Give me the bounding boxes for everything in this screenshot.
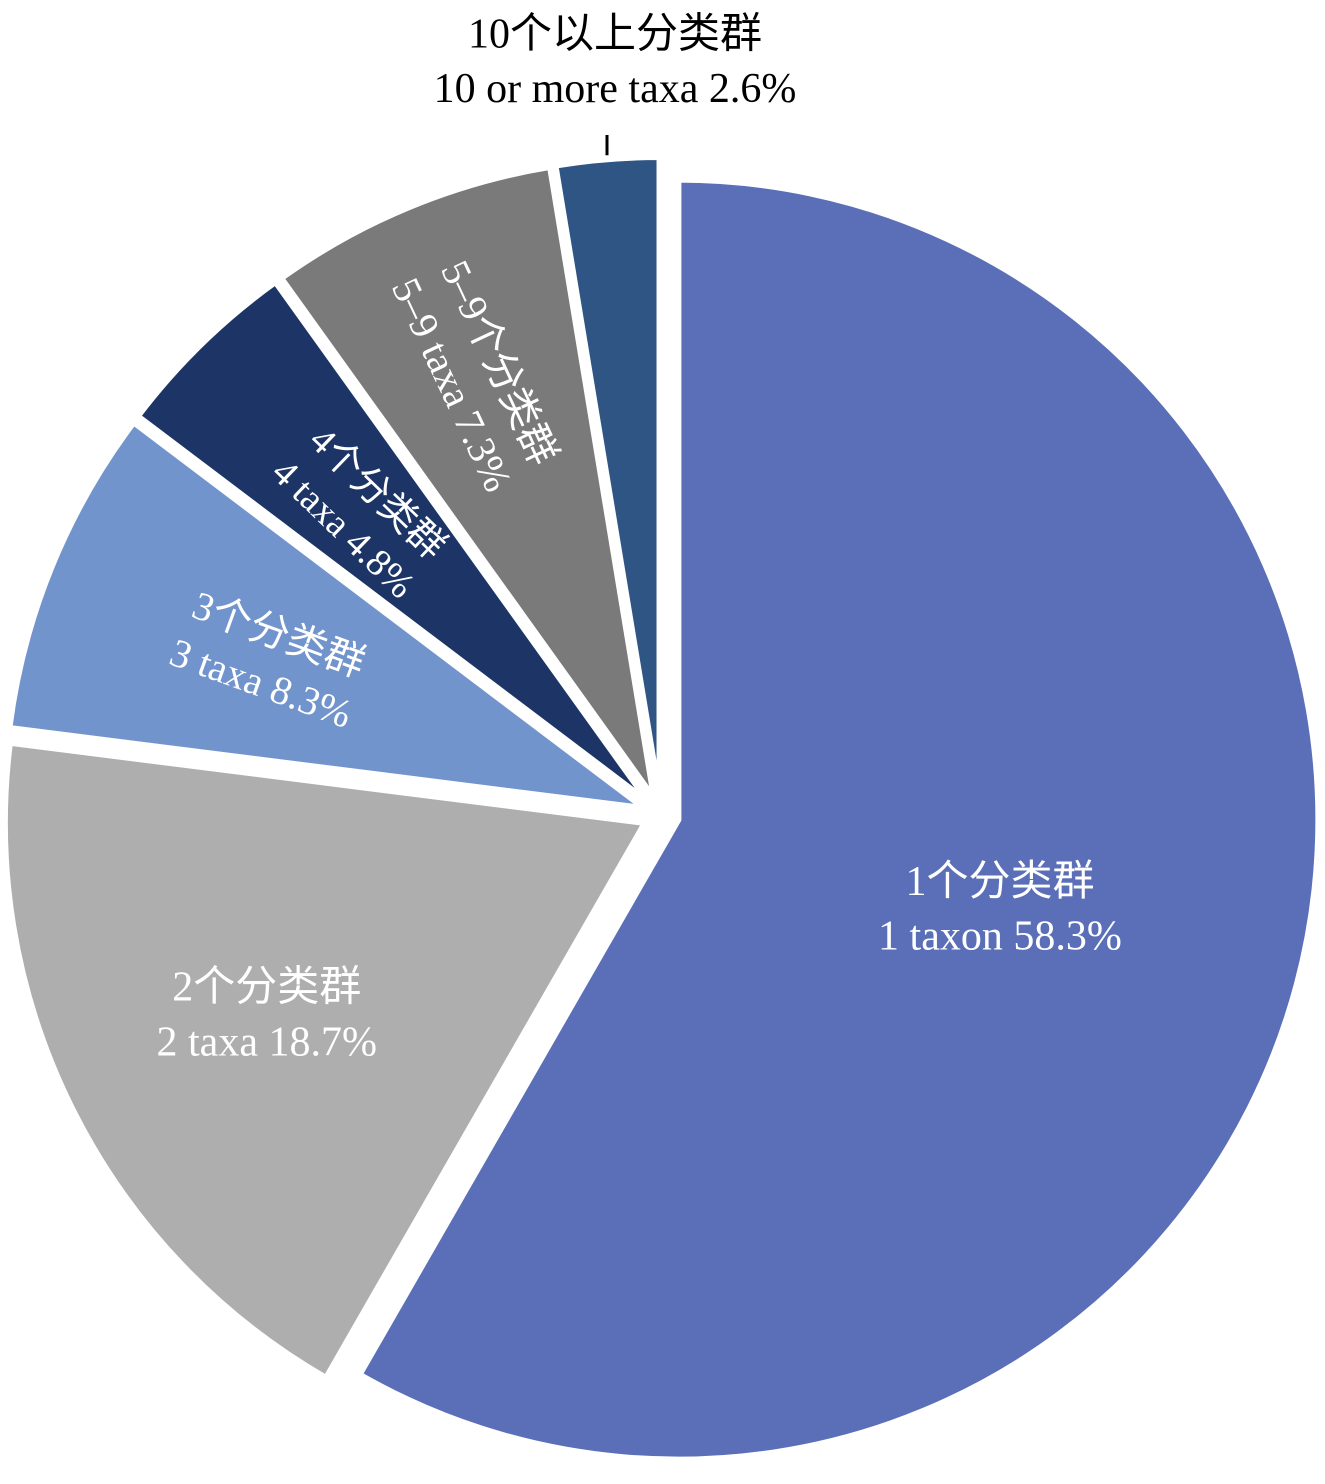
slice-label: 10个以上分类群 10 or more taxa 2.6% xyxy=(434,12,797,113)
slice-label-en: 10 or more taxa 2.6% xyxy=(434,66,797,112)
slice-label-en: 1 taxon 58.3% xyxy=(878,914,1122,960)
slice-label-en: 2 taxa 18.7% xyxy=(157,1019,377,1065)
slices-layer xyxy=(5,157,1319,1460)
slice-label-zh: 2个分类群 xyxy=(172,965,361,1011)
slice-label-zh: 1个分类群 xyxy=(905,859,1094,905)
slice-label-zh: 10个以上分类群 xyxy=(468,12,762,58)
